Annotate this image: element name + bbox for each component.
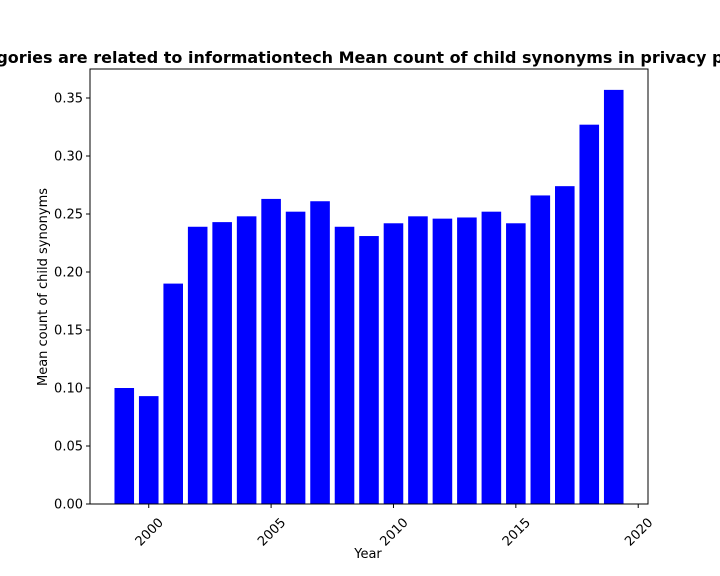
y-axis-label: Mean count of child synonyms	[36, 188, 51, 386]
y-tick-label: 0.05	[54, 440, 83, 455]
y-tick-label: 0.25	[54, 208, 83, 223]
x-tick-label: 2005	[255, 515, 289, 549]
bar-2005	[261, 198, 281, 505]
bar-2006	[285, 211, 306, 504]
bar-2010	[383, 223, 404, 504]
x-tick-label: 2015	[500, 515, 534, 549]
bar-2013	[457, 217, 477, 505]
bar-2015	[506, 223, 526, 504]
bar-2004	[236, 216, 257, 504]
bar-2014	[481, 211, 502, 504]
y-tick-label: 0.20	[54, 266, 83, 281]
bar-2003	[212, 222, 232, 504]
x-axis: 2000 2005 2010 2015 2020	[133, 504, 656, 549]
x-tick-label: 2000	[133, 515, 167, 549]
bar-2016	[530, 195, 551, 504]
y-tick-label: 0.30	[54, 150, 83, 165]
bar-2002	[187, 226, 208, 504]
bar-2019	[603, 89, 624, 504]
chart-title: Categories are related to informationtec…	[0, 48, 720, 67]
x-tick-label: 2010	[378, 515, 412, 549]
bars-group	[114, 89, 624, 505]
bar-2000	[138, 396, 159, 504]
x-tick-label: 2020	[622, 515, 656, 549]
x-axis-label: Year	[353, 547, 382, 562]
y-tick-label: 0.10	[54, 382, 83, 397]
bar-2001	[163, 283, 183, 504]
bar-2017	[555, 186, 575, 504]
y-tick-label: 0.15	[54, 324, 83, 339]
bar-2008	[334, 226, 355, 504]
bar-2009	[359, 236, 379, 505]
bar-2011	[408, 216, 428, 504]
bar-1999	[114, 388, 135, 504]
bar-2007	[310, 201, 330, 505]
bar-2012	[432, 218, 453, 504]
y-axis: 0.00 0.05 0.10 0.15 0.20 0.25 0.30 0.35	[54, 92, 90, 513]
y-tick-label: 0.35	[54, 92, 83, 107]
bar-2018	[579, 124, 600, 505]
y-tick-label: 0.00	[54, 498, 83, 513]
plot-frame	[89, 68, 649, 505]
